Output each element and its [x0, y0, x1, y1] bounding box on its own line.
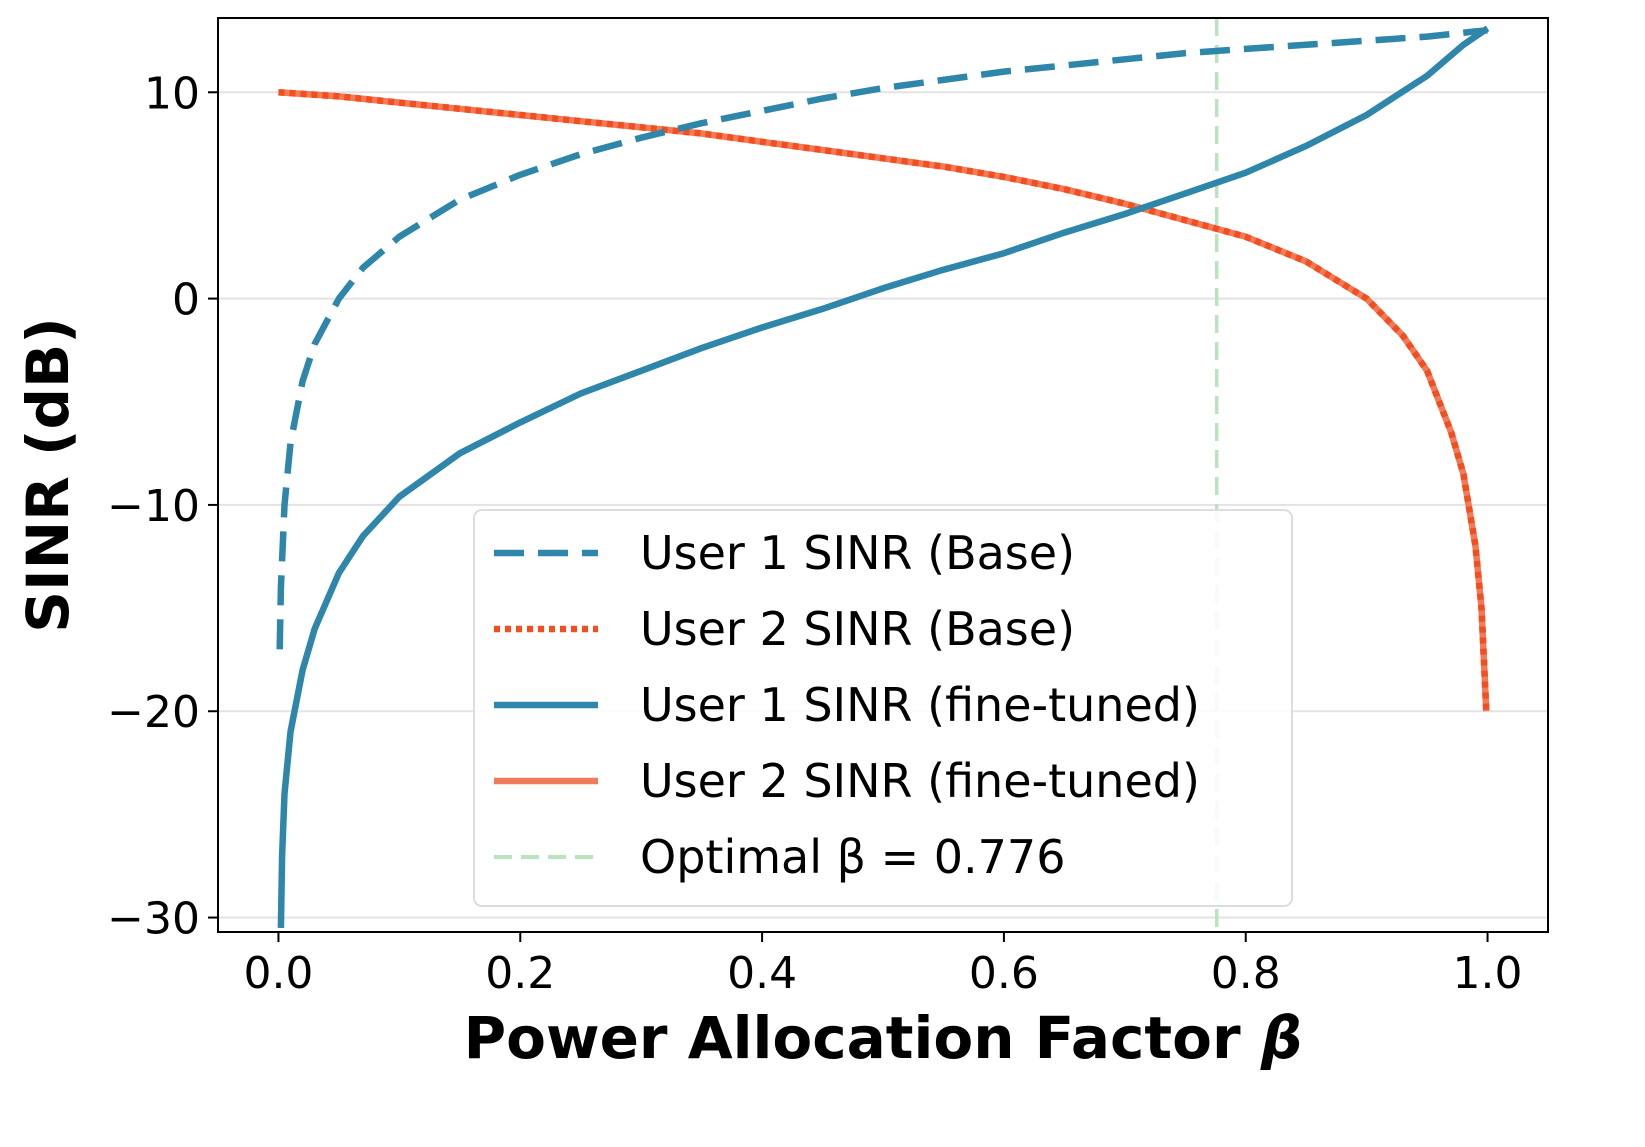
- user1-sinr-finetuned-line: [277, 25, 1490, 928]
- x-axis-label-symbol: β: [1260, 1004, 1303, 1072]
- x-axis-label: Power Allocation Factor β: [464, 1004, 1303, 1072]
- axis-ticks: 0.0 0.2 0.4 0.6 0.8 1.0 −30 −20 −10 0 10: [107, 68, 1522, 999]
- plot-frame: [217, 17, 1549, 933]
- y-tick-label: 10: [144, 68, 200, 119]
- user2-sinr-base-line: [278, 89, 1490, 712]
- x-tick-label: 0.8: [1211, 948, 1281, 999]
- legend-label: User 2 SINR (fine-tuned): [640, 754, 1200, 808]
- user1-sinr-base-line: [276, 27, 1488, 650]
- x-tick-label: 0.6: [969, 948, 1039, 999]
- legend: User 1 SINR (Base) User 2 SINR (Base) User…: [473, 509, 1293, 907]
- x-tick-label: 0.4: [727, 948, 797, 999]
- x-tick-label: 0.0: [243, 948, 313, 999]
- y-axis-label: SINR (dB): [14, 317, 82, 633]
- x-axis-label-text: Power Allocation Factor: [464, 1004, 1241, 1072]
- grid-lines: [218, 91, 1548, 919]
- legend-label: User 1 SINR (fine-tuned): [640, 678, 1200, 732]
- legend-label: User 1 SINR (Base): [640, 526, 1075, 580]
- y-tick-label: −10: [107, 481, 200, 532]
- legend-box: [473, 509, 1293, 907]
- y-tick-label: 0: [172, 275, 200, 326]
- y-tick-label: −30: [107, 894, 200, 945]
- legend-label: Optimal β = 0.776: [640, 830, 1065, 884]
- x-tick-label: 0.2: [485, 948, 555, 999]
- y-tick-label: −20: [107, 687, 200, 738]
- x-tick-label: 1.0: [1453, 948, 1523, 999]
- legend-label: User 2 SINR (Base): [640, 602, 1075, 656]
